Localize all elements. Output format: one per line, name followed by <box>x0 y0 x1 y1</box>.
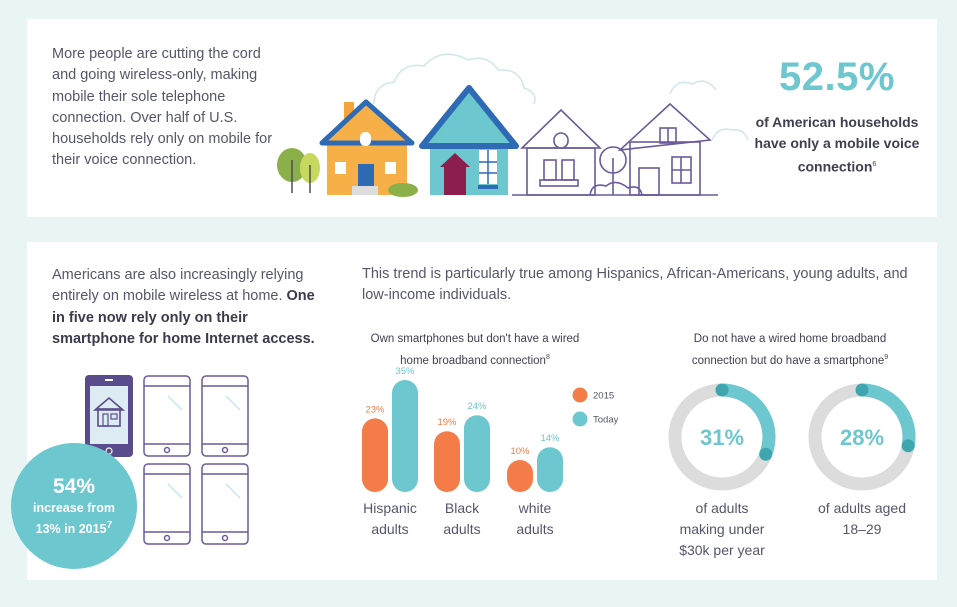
bottom-panel <box>27 242 937 580</box>
house-icon <box>520 108 602 196</box>
smartphone-icon <box>85 375 133 457</box>
footnote-6: 6 <box>872 161 877 168</box>
house-icon <box>419 85 519 195</box>
houses-illustration <box>277 53 749 197</box>
smartphone-icon <box>201 375 249 457</box>
bar-chart-title-text: Own smartphones but don't have a wired h… <box>370 333 580 367</box>
smartphone-icon <box>143 375 191 457</box>
house-icon <box>512 102 718 196</box>
smartphone-icon <box>143 463 191 545</box>
trend-paragraph: This trend is particularly true among Hi… <box>362 266 908 304</box>
smartphone-paragraph-text: Americans are also increasingly relying … <box>52 267 304 305</box>
smartphone-icon <box>201 463 249 545</box>
footnote-7: 7 <box>106 520 113 531</box>
cloud-icon <box>373 53 749 141</box>
badge-line-2-text: 13% in 2015 <box>35 522 107 537</box>
tree-icon <box>277 148 320 193</box>
smartphone-paragraph-bold: One in five now rely only on their smart… <box>52 288 315 347</box>
mobile-only-caption: of American households have only a mobil… <box>752 112 922 178</box>
bush-icon <box>388 183 418 197</box>
house-icon <box>319 99 415 195</box>
smartphones-illustration <box>85 375 249 545</box>
footnote-8: 8 <box>545 353 550 361</box>
bar-chart-title: Own smartphones but don't have a wired h… <box>355 331 595 370</box>
mobile-only-stat: 52.5% <box>779 55 895 99</box>
smartphone-paragraph: Americans are also increasingly relying … <box>52 265 327 350</box>
badge-value: 54% <box>52 475 96 498</box>
intro-paragraph: More people are cutting the cord and goi… <box>52 46 273 169</box>
donut-chart-title: Do not have a wired home broadband conne… <box>670 331 910 370</box>
badge-line-2: 13% in 20157 <box>11 517 137 538</box>
footnote-9: 9 <box>884 353 889 361</box>
increase-badge: 54% increase from 13% in 20157 <box>11 443 137 569</box>
badge-line-1: increase from <box>33 501 115 515</box>
stat-caption-text: of American households have only a mobil… <box>754 114 920 175</box>
donut-chart-title-text: Do not have a wired home broadband conne… <box>691 333 887 367</box>
